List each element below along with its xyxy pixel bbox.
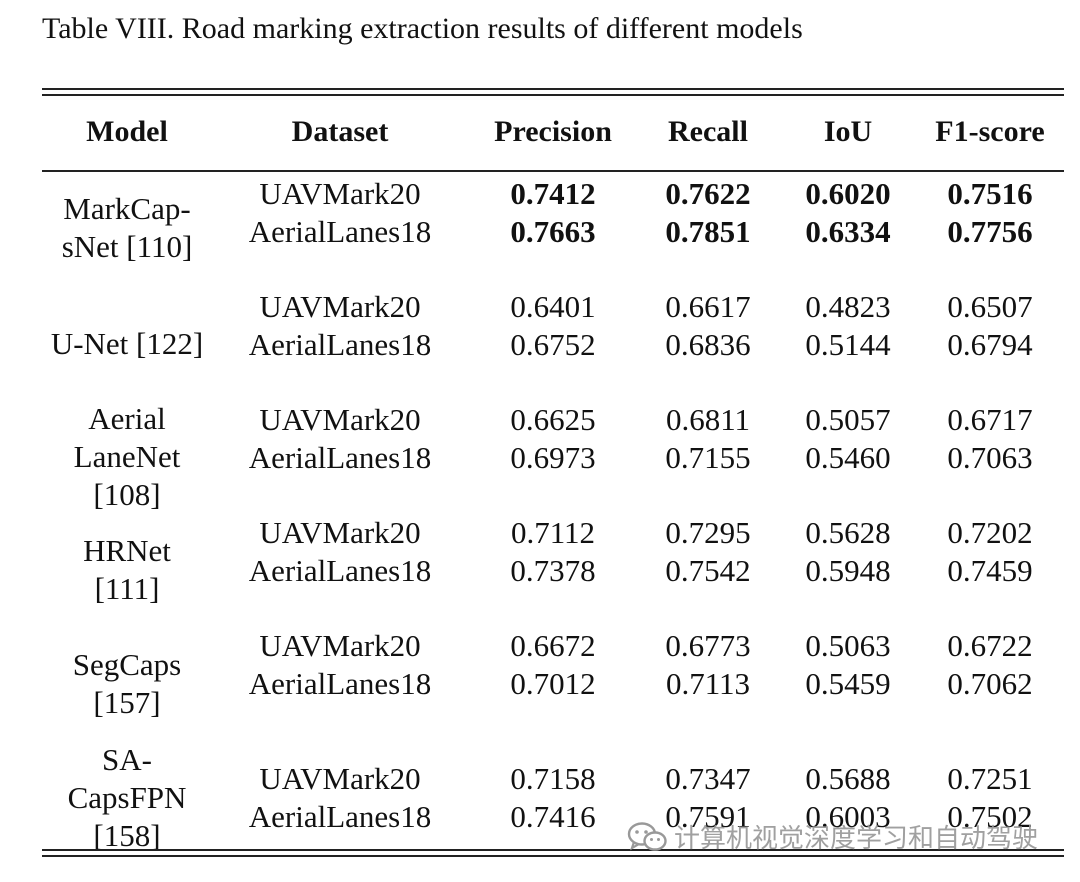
dataset-cell: UAVMark20 xyxy=(259,289,421,324)
model-name: HRNet [111] xyxy=(83,532,171,608)
header-precision: Precision xyxy=(494,115,612,148)
iou-cell: 0.6020 xyxy=(805,176,891,211)
table-caption: Table VIII. Road marking extraction resu… xyxy=(42,12,803,45)
iou-cell: 0.5459 xyxy=(805,666,891,701)
iou-cell: 0.5948 xyxy=(805,553,891,588)
dataset-cell: AerialLanes18 xyxy=(248,214,432,249)
f1-score-cell: 0.7063 xyxy=(947,440,1033,475)
iou-cell: 0.5688 xyxy=(805,761,891,796)
model-name-line: [111] xyxy=(94,571,160,606)
bottom-rule xyxy=(42,855,1064,857)
f1-score-cell: 0.7251 xyxy=(947,761,1033,796)
model-name: SegCaps [157] xyxy=(73,646,182,722)
header-rule xyxy=(42,170,1064,172)
dataset-cell: AerialLanes18 xyxy=(248,440,432,475)
iou-cell: 0.5628 xyxy=(805,515,891,550)
watermark: 计算机视觉深度学习和自动驾驶 xyxy=(626,818,1038,855)
dataset-cell: UAVMark20 xyxy=(259,515,421,550)
f1-score-cell: 0.6717 xyxy=(947,402,1033,437)
model-name-line: sNet [110] xyxy=(61,229,193,264)
iou-cell: 0.6334 xyxy=(805,214,891,249)
precision-cell: 0.7012 xyxy=(510,666,596,701)
dataset-cell: AerialLanes18 xyxy=(248,327,432,362)
f1-score-cell: 0.6507 xyxy=(947,289,1033,324)
precision-cell: 0.7663 xyxy=(510,214,596,249)
f1-score-cell: 0.6794 xyxy=(947,327,1033,362)
model-name-line: MarkCap- xyxy=(63,191,191,226)
iou-cell: 0.6003 xyxy=(805,799,891,834)
recall-cell: 0.7591 xyxy=(665,799,751,834)
recall-cell: 0.6836 xyxy=(665,327,751,362)
f1-score-cell: 0.7502 xyxy=(947,799,1033,834)
iou-cell: 0.4823 xyxy=(805,289,891,324)
f1-score-cell: 0.7756 xyxy=(947,214,1033,249)
precision-cell: 0.7378 xyxy=(510,553,596,588)
f1-score-cell: 0.7202 xyxy=(947,515,1033,550)
model-name-line: LaneNet xyxy=(73,439,181,474)
recall-cell: 0.7542 xyxy=(665,553,751,588)
precision-cell: 0.7412 xyxy=(510,176,596,211)
precision-cell: 0.6625 xyxy=(510,402,596,437)
dataset-cell: AerialLanes18 xyxy=(248,666,432,701)
model-name-line: Aerial xyxy=(88,401,166,436)
model-name-line: CapsFPN xyxy=(67,780,187,815)
model-name-line: HRNet xyxy=(83,533,171,568)
bottom-rule-inner xyxy=(42,849,1064,851)
recall-cell: 0.7347 xyxy=(665,761,751,796)
model-name: Aerial LaneNet [108] xyxy=(74,400,181,514)
model-name-line: SA- xyxy=(102,742,152,777)
recall-cell: 0.7622 xyxy=(665,176,751,211)
f1-score-cell: 0.7516 xyxy=(947,176,1033,211)
dataset-cell: UAVMark20 xyxy=(259,761,421,796)
recall-cell: 0.7295 xyxy=(665,515,751,550)
wechat-icon xyxy=(627,821,667,851)
precision-cell: 0.7112 xyxy=(510,515,596,550)
top-rule xyxy=(42,88,1064,90)
model-name-line: U-Net [122] xyxy=(50,326,204,361)
recall-cell: 0.6811 xyxy=(665,402,751,437)
dataset-cell: UAVMark20 xyxy=(259,402,421,437)
model-name: SA- CapsFPN [158] xyxy=(68,741,187,855)
precision-cell: 0.6672 xyxy=(510,628,596,663)
dataset-cell: AerialLanes18 xyxy=(248,553,432,588)
header-recall: Recall xyxy=(668,115,748,148)
precision-cell: 0.7158 xyxy=(510,761,596,796)
iou-cell: 0.5460 xyxy=(805,440,891,475)
f1-score-cell: 0.7062 xyxy=(947,666,1033,701)
model-name-line: SegCaps xyxy=(72,647,182,682)
f1-score-cell: 0.7459 xyxy=(947,553,1033,588)
header-dataset: Dataset xyxy=(291,115,389,148)
recall-cell: 0.6617 xyxy=(665,289,751,324)
iou-cell: 0.5063 xyxy=(805,628,891,663)
precision-cell: 0.7416 xyxy=(510,799,596,834)
dataset-cell: UAVMark20 xyxy=(259,176,421,211)
model-name-line: [158] xyxy=(93,818,161,853)
header-model: Model xyxy=(86,115,168,148)
iou-cell: 0.5144 xyxy=(805,327,891,362)
recall-cell: 0.6773 xyxy=(665,628,751,663)
top-rule-inner xyxy=(42,94,1064,96)
precision-cell: 0.6973 xyxy=(510,440,596,475)
model-name: MarkCap-sNet [110] xyxy=(62,190,193,266)
header-iou: IoU xyxy=(823,115,873,148)
f1-score-cell: 0.6722 xyxy=(947,628,1033,663)
recall-cell: 0.7113 xyxy=(665,666,751,701)
recall-cell: 0.7155 xyxy=(665,440,751,475)
recall-cell: 0.7851 xyxy=(665,214,751,249)
watermark-text: 计算机视觉深度学习和自动驾驶 xyxy=(674,824,1039,854)
precision-cell: 0.6752 xyxy=(510,327,596,362)
iou-cell: 0.5057 xyxy=(805,402,891,437)
model-name-line: [108] xyxy=(93,477,161,512)
model-name: U-Net [122] xyxy=(51,325,203,363)
precision-cell: 0.6401 xyxy=(510,289,596,324)
model-name-line: [157] xyxy=(93,685,161,720)
dataset-cell: UAVMark20 xyxy=(259,628,421,663)
dataset-cell: AerialLanes18 xyxy=(248,799,432,834)
header-f1-score: F1-score xyxy=(935,115,1045,148)
